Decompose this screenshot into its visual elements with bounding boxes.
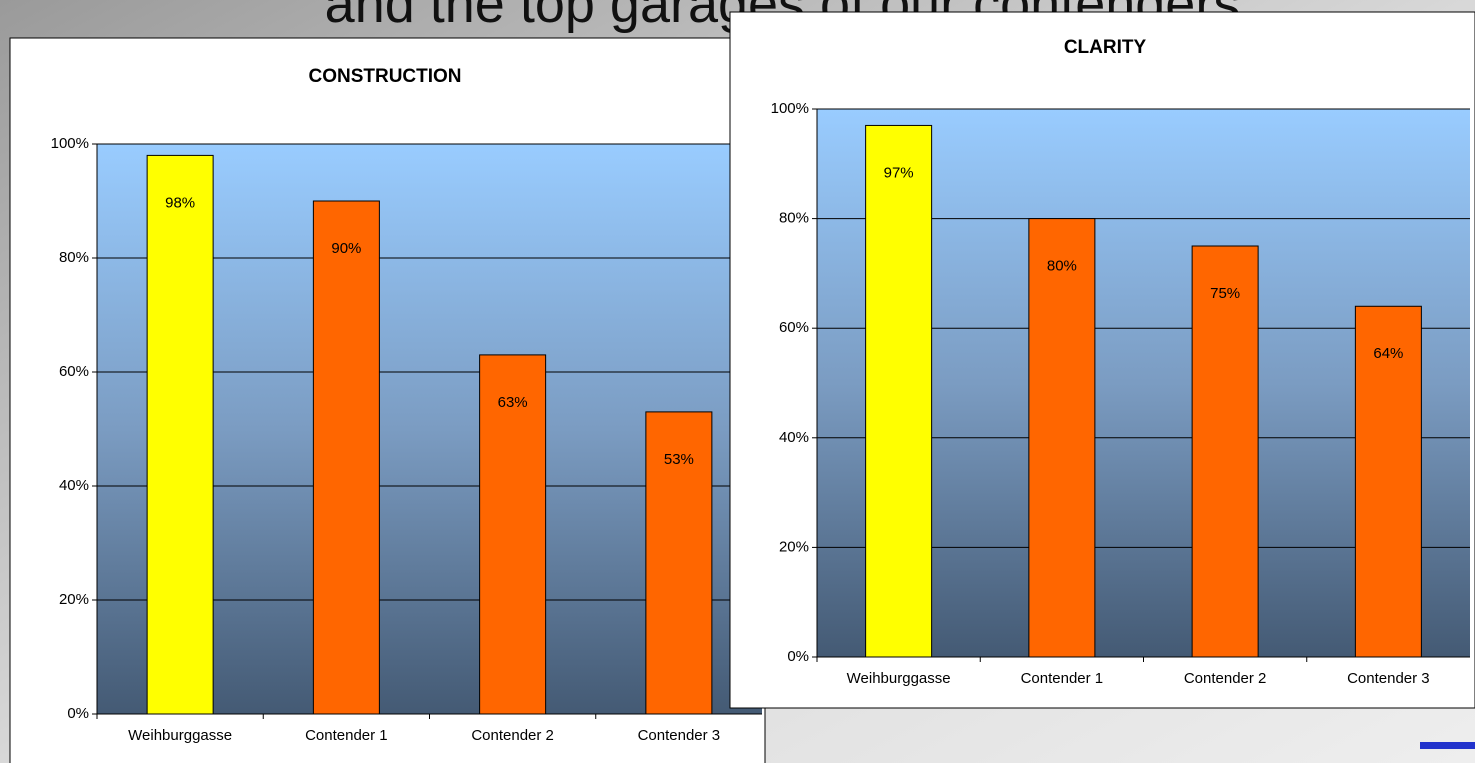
value-label: 98% bbox=[165, 194, 195, 211]
x-tick-label: Contender 2 bbox=[1184, 670, 1267, 687]
y-tick-label: 100% bbox=[771, 100, 809, 117]
x-tick-label: Weihburggasse bbox=[847, 670, 951, 687]
decoration bbox=[1420, 742, 1475, 749]
y-tick-label: 60% bbox=[779, 319, 809, 336]
bar bbox=[146, 154, 214, 715]
y-tick-label: 80% bbox=[59, 249, 89, 266]
x-tick-label: Contender 2 bbox=[471, 727, 554, 744]
y-tick-label: 60% bbox=[59, 363, 89, 380]
value-label: 80% bbox=[1047, 258, 1077, 275]
chart-title: CLARITY bbox=[1064, 37, 1147, 58]
bar bbox=[479, 354, 547, 715]
bar bbox=[1191, 245, 1259, 658]
y-tick-label: 40% bbox=[779, 429, 809, 446]
bar bbox=[865, 124, 933, 658]
value-label: 64% bbox=[1373, 345, 1403, 362]
y-tick-label: 20% bbox=[779, 538, 809, 555]
value-label: 63% bbox=[498, 394, 528, 411]
value-label: 75% bbox=[1210, 285, 1240, 302]
y-tick-label: 0% bbox=[787, 648, 809, 665]
y-tick-label: 40% bbox=[59, 477, 89, 494]
y-tick-label: 80% bbox=[779, 210, 809, 227]
bar bbox=[645, 411, 713, 715]
value-label: 97% bbox=[884, 164, 914, 181]
y-tick-label: 0% bbox=[67, 705, 89, 722]
chart-title: CONSTRUCTION bbox=[308, 66, 461, 87]
value-label: 53% bbox=[664, 451, 694, 468]
bar bbox=[312, 200, 380, 715]
x-tick-label: Contender 1 bbox=[1021, 670, 1104, 687]
x-tick-label: Contender 3 bbox=[638, 727, 721, 744]
x-tick-label: Contender 3 bbox=[1347, 670, 1430, 687]
x-tick-label: Weihburggasse bbox=[128, 727, 232, 744]
value-label: 90% bbox=[331, 240, 361, 257]
y-tick-label: 100% bbox=[51, 135, 89, 152]
x-tick-label: Contender 1 bbox=[305, 727, 388, 744]
bar bbox=[1354, 305, 1422, 658]
bar bbox=[1028, 218, 1096, 658]
y-tick-label: 20% bbox=[59, 591, 89, 608]
